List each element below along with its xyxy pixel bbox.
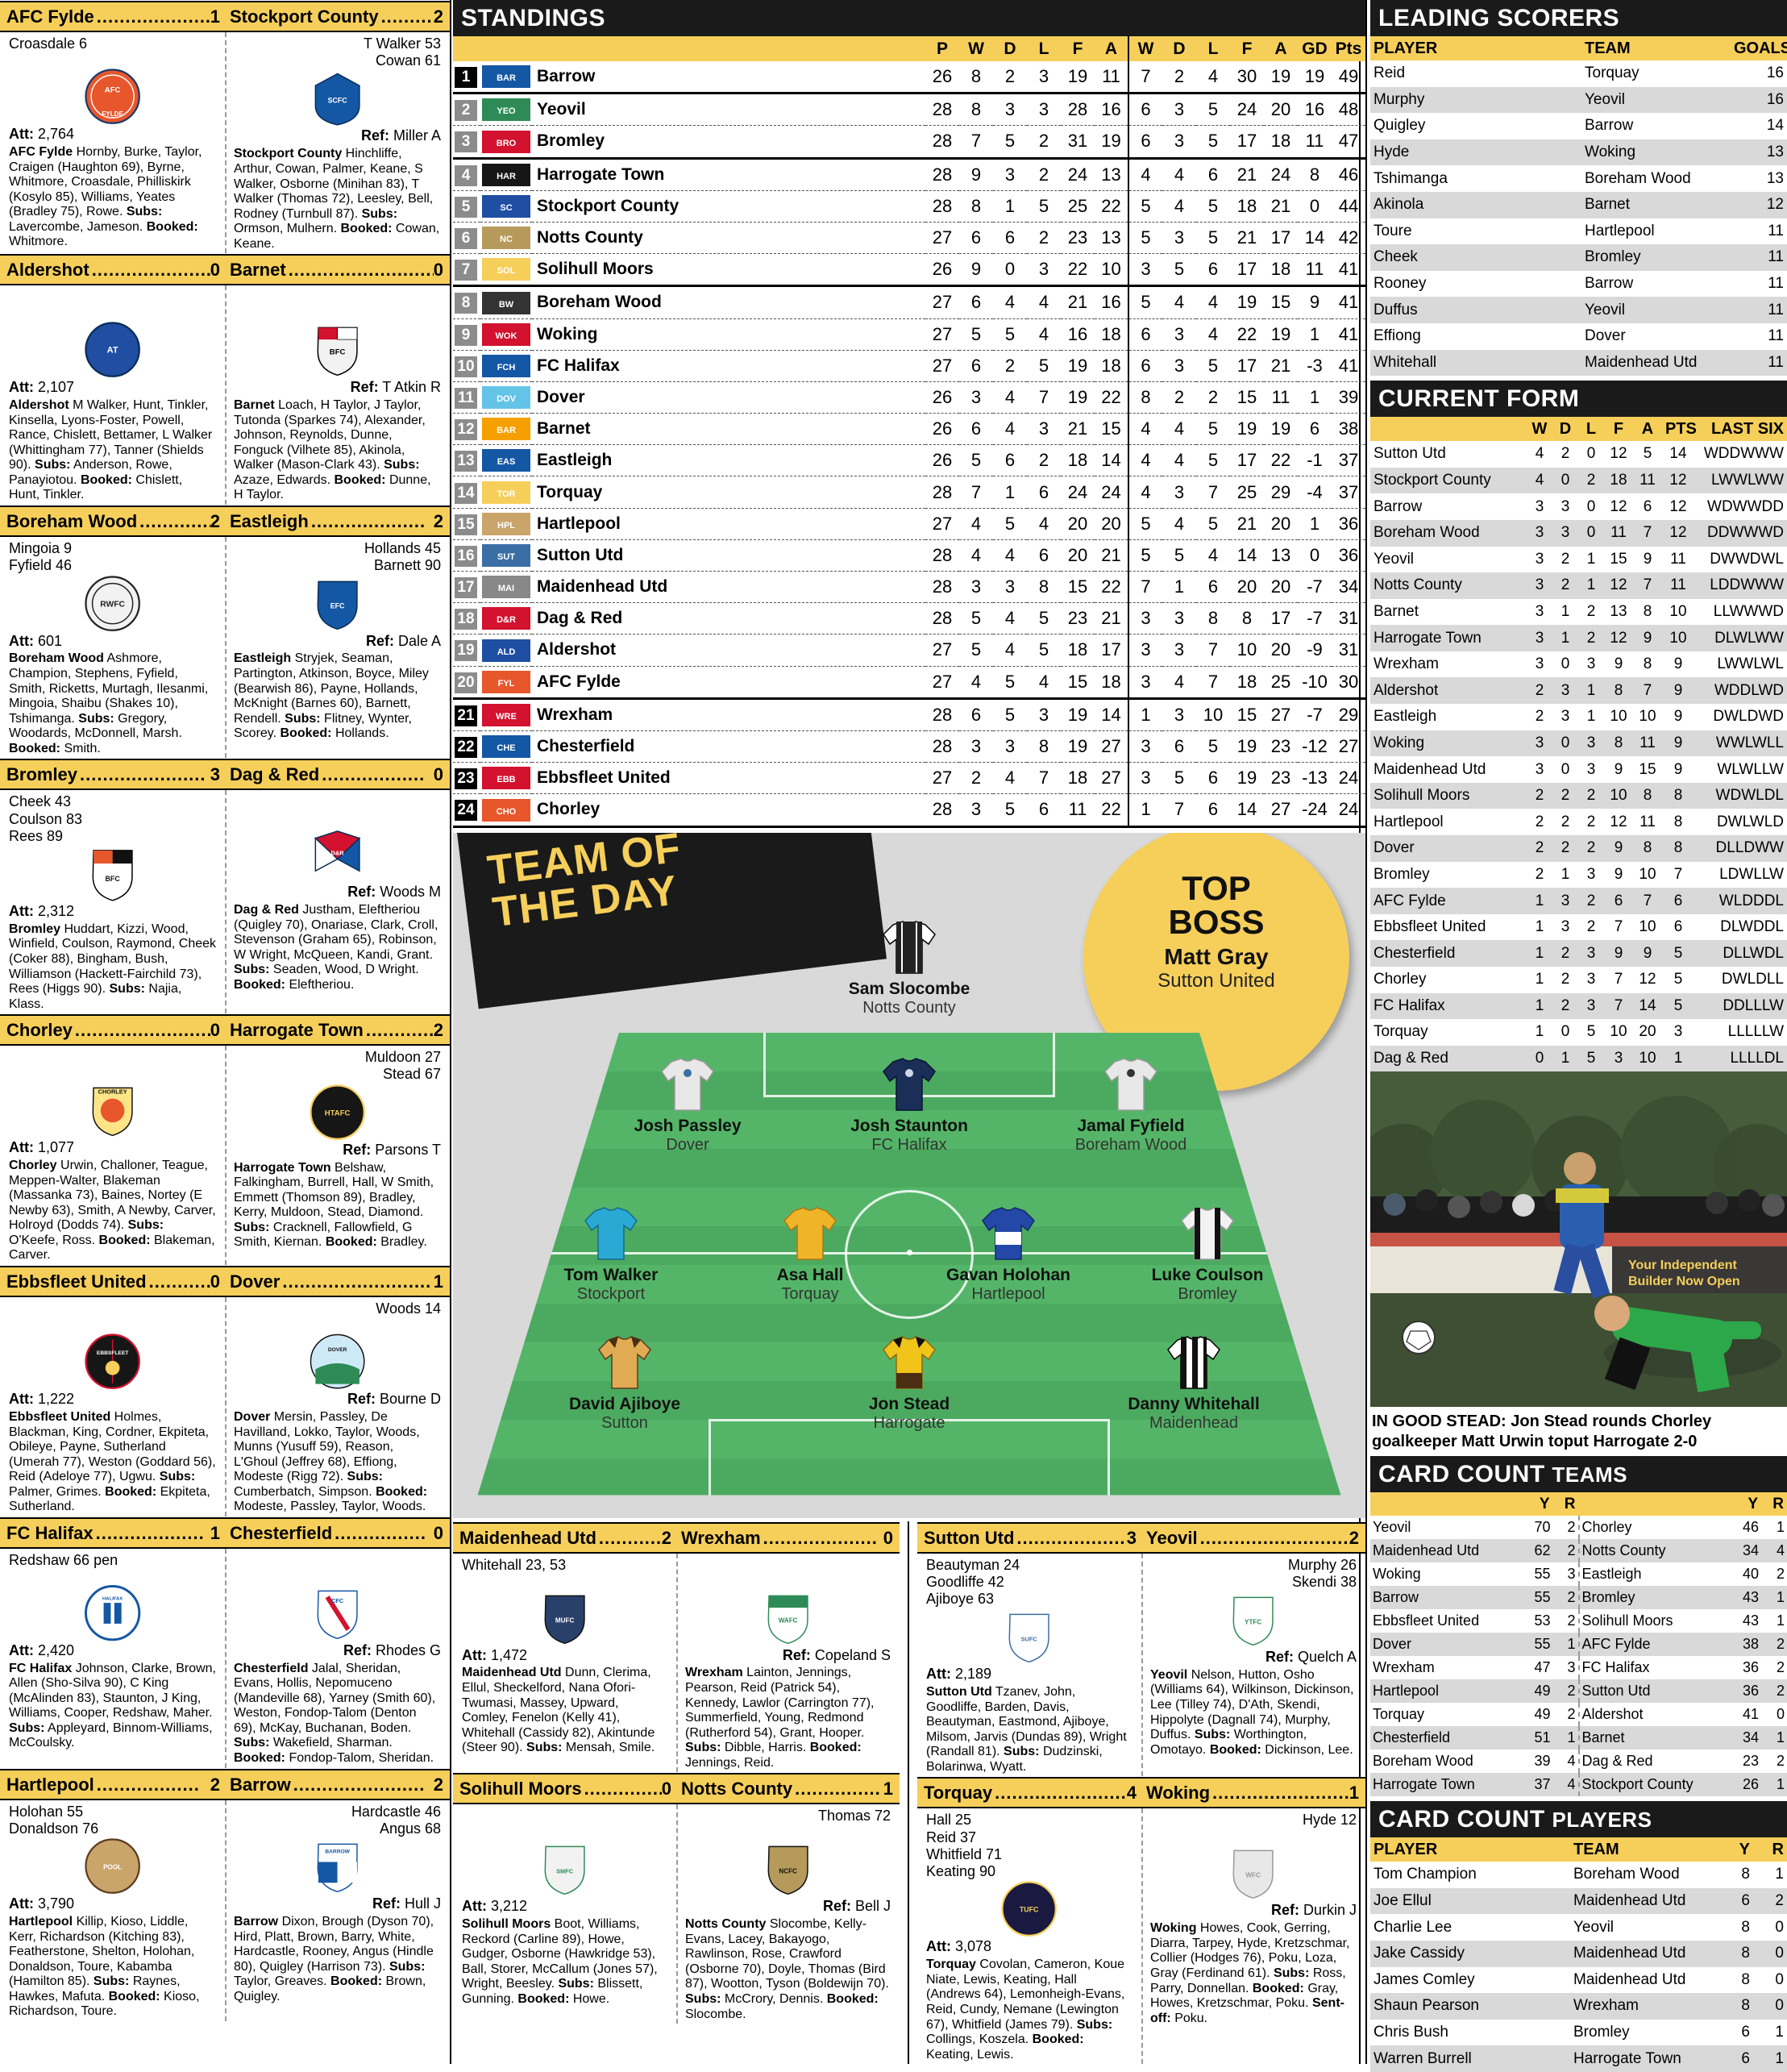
- svg-text:EBB: EBB: [497, 775, 515, 784]
- svg-text:D&R: D&R: [330, 850, 344, 857]
- svg-text:WFC: WFC: [1245, 1872, 1261, 1879]
- svg-text:AT: AT: [106, 346, 118, 356]
- svg-text:BFC: BFC: [105, 875, 120, 883]
- svg-text:BW: BW: [499, 300, 514, 310]
- svg-text:SUT: SUT: [497, 552, 515, 562]
- svg-text:AFC: AFC: [104, 85, 120, 94]
- svg-text:FCH: FCH: [497, 363, 516, 372]
- svg-text:BAR: BAR: [497, 73, 516, 83]
- svg-text:CHE: CHE: [497, 743, 515, 753]
- svg-text:WOK: WOK: [496, 331, 517, 341]
- svg-text:WAFC: WAFC: [778, 1616, 797, 1624]
- svg-text:CHO: CHO: [497, 807, 517, 817]
- svg-text:SMFC: SMFC: [556, 1868, 574, 1875]
- svg-text:EBBSFLEET: EBBSFLEET: [96, 1350, 127, 1356]
- svg-text:HALIFAX: HALIFAX: [102, 1596, 123, 1601]
- svg-text:BAR: BAR: [497, 426, 516, 435]
- svg-text:ALD: ALD: [497, 647, 516, 657]
- svg-text:POOL: POOL: [103, 1863, 122, 1870]
- svg-text:HAR: HAR: [497, 172, 516, 181]
- svg-text:NC: NC: [500, 235, 513, 244]
- svg-text:BARROW: BARROW: [325, 1849, 350, 1854]
- svg-text:BFC: BFC: [329, 348, 345, 357]
- svg-text:CHORLEY: CHORLEY: [98, 1088, 127, 1096]
- svg-text:FYL: FYL: [498, 679, 515, 689]
- svg-text:SOL: SOL: [497, 266, 516, 276]
- svg-text:TOR: TOR: [497, 489, 515, 499]
- svg-text:TUFC: TUFC: [1020, 1906, 1039, 1914]
- svg-text:RWFC: RWFC: [100, 600, 125, 609]
- svg-text:DOV: DOV: [497, 394, 517, 404]
- svg-text:D&R: D&R: [497, 615, 516, 625]
- svg-text:HPL: HPL: [497, 521, 515, 530]
- svg-text:EFC: EFC: [330, 601, 344, 610]
- svg-text:DOVER: DOVER: [327, 1347, 347, 1353]
- svg-text:SCFC: SCFC: [327, 97, 347, 105]
- svg-text:YTFC: YTFC: [1245, 1618, 1261, 1625]
- svg-text:WRE: WRE: [496, 712, 517, 722]
- svg-text:CFC: CFC: [331, 1597, 344, 1604]
- svg-text:NCFC: NCFC: [779, 1868, 797, 1875]
- svg-text:MUFC: MUFC: [555, 1616, 574, 1624]
- svg-text:BRO: BRO: [497, 139, 517, 148]
- svg-text:SC: SC: [500, 203, 512, 213]
- svg-text:HTAFC: HTAFC: [324, 1109, 350, 1117]
- svg-text:MAI: MAI: [498, 584, 514, 593]
- svg-text:EAS: EAS: [497, 457, 516, 467]
- svg-text:FYLDE: FYLDE: [102, 110, 123, 118]
- svg-text:Builder Now Open: Builder Now Open: [1628, 1275, 1740, 1288]
- svg-text:Your Independent: Your Independent: [1628, 1259, 1737, 1272]
- svg-text:YEO: YEO: [497, 106, 516, 116]
- svg-text:SUFC: SUFC: [1021, 1636, 1038, 1643]
